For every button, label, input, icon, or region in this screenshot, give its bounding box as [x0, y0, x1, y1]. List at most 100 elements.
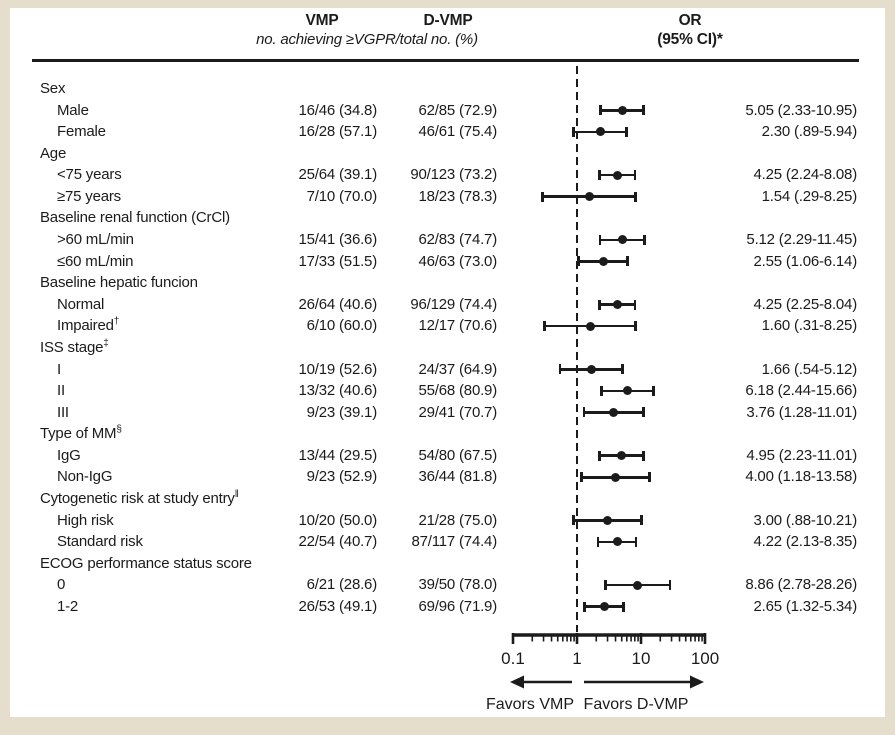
ci-cap-right — [626, 256, 629, 267]
col-subheader-vgpr: no. achieving ≥VGPR/total no. (%) — [256, 31, 478, 48]
dvmp-value: 46/61 (75.4) — [418, 123, 498, 141]
vmp-value: 16/28 (57.1) — [298, 123, 378, 141]
ci-cap-left — [596, 536, 600, 547]
vmp-value: 22/54 (40.7) — [298, 533, 378, 551]
dvmp-value: 24/37 (64.9) — [418, 360, 498, 378]
ci-cap-right — [633, 170, 637, 181]
ci-cap-left — [598, 170, 601, 181]
ci-cap-right — [642, 407, 645, 418]
dvmp-value: 21/28 (75.0) — [418, 511, 498, 529]
row-label: Female — [57, 123, 106, 141]
ci-cap-left — [580, 472, 583, 483]
vmp-value: 26/64 (40.6) — [298, 295, 378, 313]
col-header-vmp: VMP — [305, 12, 339, 29]
dvmp-value: 69/96 (71.9) — [418, 597, 498, 615]
dvmp-value: 90/123 (73.2) — [410, 166, 497, 184]
subgroup-row: >60 mL/min 15/41 (36.6) 62/83 (74.7) 5.12 (… — [0, 229, 895, 251]
ci-cap-right — [622, 601, 625, 612]
or-value: 1.54 (.29-8.25) — [761, 187, 858, 205]
row-label: 1-2 — [57, 597, 79, 615]
row-label: Baseline hepatic funcion — [40, 274, 198, 292]
ci-cap-right — [634, 191, 637, 202]
ci-cap-left — [600, 385, 604, 396]
subgroup-row: 0 6/21 (28.6) 39/50 (78.0) 8.86 (2.78-28.26… — [0, 574, 895, 596]
ci-cap-right — [652, 385, 655, 396]
vmp-value: 26/53 (49.1) — [298, 597, 378, 615]
or-value: 4.25 (2.24-8.08) — [753, 166, 857, 184]
vmp-value: 13/32 (40.6) — [298, 382, 378, 400]
dvmp-value: 62/83 (74.7) — [418, 231, 498, 249]
ci-cap-left — [572, 126, 576, 137]
vmp-value: 13/44 (29.5) — [298, 446, 378, 464]
or-value: 4.00 (1.18-13.58) — [745, 468, 857, 486]
ci-cap-right — [642, 105, 645, 116]
row-label: <75 years — [57, 166, 122, 184]
dvmp-value: 39/50 (78.0) — [418, 576, 498, 594]
or-value: 4.25 (2.25-8.04) — [753, 295, 857, 313]
group-row: ISS stage‡ — [0, 337, 895, 359]
row-label: Sex — [40, 80, 66, 97]
vmp-value: 25/64 (39.1) — [298, 166, 378, 184]
row-label: High risk — [57, 511, 114, 529]
or-value: 1.60 (.31-8.25) — [761, 317, 858, 335]
or-point — [599, 602, 609, 612]
or-value: 5.12 (2.29-11.45) — [746, 231, 857, 249]
ci-cap-left — [577, 256, 580, 267]
ci-cap-right — [625, 126, 628, 137]
or-point — [609, 407, 619, 417]
vmp-value: 6/10 (60.0) — [306, 317, 378, 335]
ci-cap-left — [599, 105, 602, 116]
footnote-marker: ‡ — [103, 337, 109, 349]
or-point — [585, 321, 595, 331]
or-value: 1.66 (.54-5.12) — [761, 360, 858, 378]
footnote-marker: § — [116, 424, 122, 436]
ci-cap-left — [598, 299, 601, 310]
subgroup-row: Female 16/28 (57.1) 46/61 (75.4) 2.30 (.89-… — [0, 121, 895, 143]
or-point — [586, 364, 596, 374]
subgroup-row: Non-IgG 9/23 (52.9) 36/44 (81.8) 4.00 (1.18… — [0, 466, 895, 488]
dvmp-value: 55/68 (80.9) — [418, 382, 498, 400]
row-label: ECOG performance status score — [40, 554, 252, 572]
row-label: ≤60 mL/min — [57, 252, 134, 270]
row-label: Cytogenetic risk at study entry‖ — [40, 489, 239, 508]
or-point — [617, 235, 627, 245]
dvmp-value: 46/63 (73.0) — [418, 252, 498, 270]
group-row: Cytogenetic risk at study entry‖ — [0, 488, 895, 510]
row-label: Standard risk — [57, 533, 143, 551]
row-label: III — [57, 403, 69, 421]
dvmp-value: 29/41 (70.7) — [418, 403, 498, 421]
subgroup-row: <75 years 25/64 (39.1) 90/123 (73.2) 4.25 (… — [0, 164, 895, 186]
row-label: I — [57, 360, 61, 378]
subgroup-row: High risk 10/20 (50.0) 21/28 (75.0) 3.00 (.… — [0, 510, 895, 532]
or-value: 2.65 (1.32-5.34) — [753, 597, 857, 615]
vmp-value: 9/23 (52.9) — [306, 468, 378, 486]
row-label: ≥75 years — [57, 187, 121, 205]
reference-line-or1 — [576, 66, 579, 632]
ci-cap-left — [597, 450, 601, 461]
group-row: Age — [0, 143, 895, 165]
or-point — [595, 127, 605, 137]
or-point — [612, 300, 622, 310]
ci-cap-right — [640, 515, 643, 526]
or-point — [623, 386, 633, 396]
or-value: 8.86 (2.78-28.26) — [745, 576, 857, 594]
ci-cap-right — [642, 450, 645, 461]
ci-cap-right — [668, 580, 672, 591]
row-label: >60 mL/min — [57, 231, 134, 249]
or-point — [633, 580, 643, 590]
vmp-value: 7/10 (70.0) — [306, 187, 378, 205]
or-value: 2.30 (.89-5.94) — [761, 123, 858, 141]
group-row: Baseline renal function (CrCl) — [0, 207, 895, 229]
row-label: Type of MM§ — [40, 424, 122, 443]
or-point — [603, 515, 613, 525]
dvmp-value: 36/44 (81.8) — [418, 468, 498, 486]
col-header-dvmp: D-VMP — [423, 12, 473, 29]
group-row: ECOG performance status score — [0, 553, 895, 575]
ci-cap-left — [541, 191, 544, 202]
or-point — [584, 192, 594, 202]
subgroup-row: IgG 13/44 (29.5) 54/80 (67.5) 4.95 (2.23-11… — [0, 445, 895, 467]
footnote-marker: ‖ — [234, 489, 239, 501]
dvmp-value: 18/23 (78.3) — [418, 187, 498, 205]
footnote-marker: † — [113, 316, 120, 328]
